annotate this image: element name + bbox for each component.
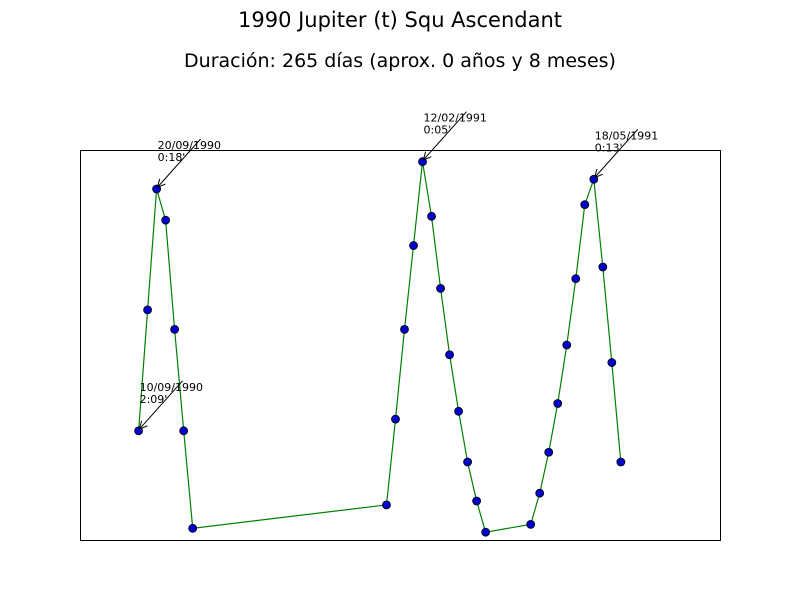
data-point: [409, 241, 418, 250]
annotation-value: 0:13': [595, 141, 623, 154]
data-point: [535, 488, 545, 498]
data-point: [472, 496, 482, 506]
data-points: [134, 157, 626, 537]
data-point: [589, 174, 599, 184]
annotation-arrow: [595, 128, 639, 177]
data-point: [188, 523, 198, 533]
data-point: [598, 262, 608, 272]
data-point: [143, 305, 153, 315]
annotation-value: 2:09': [140, 393, 168, 406]
annotation-arrow: [140, 380, 183, 429]
data-point: [445, 350, 454, 360]
annotation-value: 0:18': [158, 151, 186, 164]
data-point: [553, 399, 563, 408]
data-point: [161, 215, 171, 225]
annotation-date: 20/09/1990: [158, 139, 221, 152]
data-point: [562, 340, 572, 350]
chart-subtitle: Duración: 265 días (aprox. 0 años y 8 me…: [184, 50, 616, 72]
data-point: [152, 184, 162, 194]
annotation-arrow: [158, 138, 201, 187]
chart-title: 1990 Jupiter (t) Squ Ascendant: [237, 8, 562, 32]
data-point: [179, 426, 189, 436]
data-point: [170, 324, 180, 334]
data-point: [427, 211, 436, 221]
data-point: [391, 414, 400, 424]
data-point: [418, 157, 427, 167]
plot-area: [80, 150, 721, 541]
annotation-date: 12/02/1991: [424, 112, 487, 125]
annotation-date: 10/09/1990: [140, 381, 203, 394]
data-point: [463, 457, 473, 467]
annotation-date: 18/05/1991: [595, 129, 658, 142]
data-point: [400, 324, 409, 334]
data-point: [436, 284, 445, 293]
data-point: [580, 200, 590, 210]
data-point: [544, 447, 554, 457]
series-line: [138, 161, 622, 533]
data-point: [607, 358, 617, 367]
annotation-arrow: [424, 111, 467, 160]
data-point: [382, 500, 391, 510]
data-point: [616, 457, 626, 467]
data-point: [481, 527, 491, 537]
data-point: [134, 426, 143, 436]
data-point: [454, 406, 463, 416]
annotation-value: 0:05': [424, 124, 452, 137]
data-point: [526, 520, 536, 529]
data-point: [571, 274, 581, 284]
